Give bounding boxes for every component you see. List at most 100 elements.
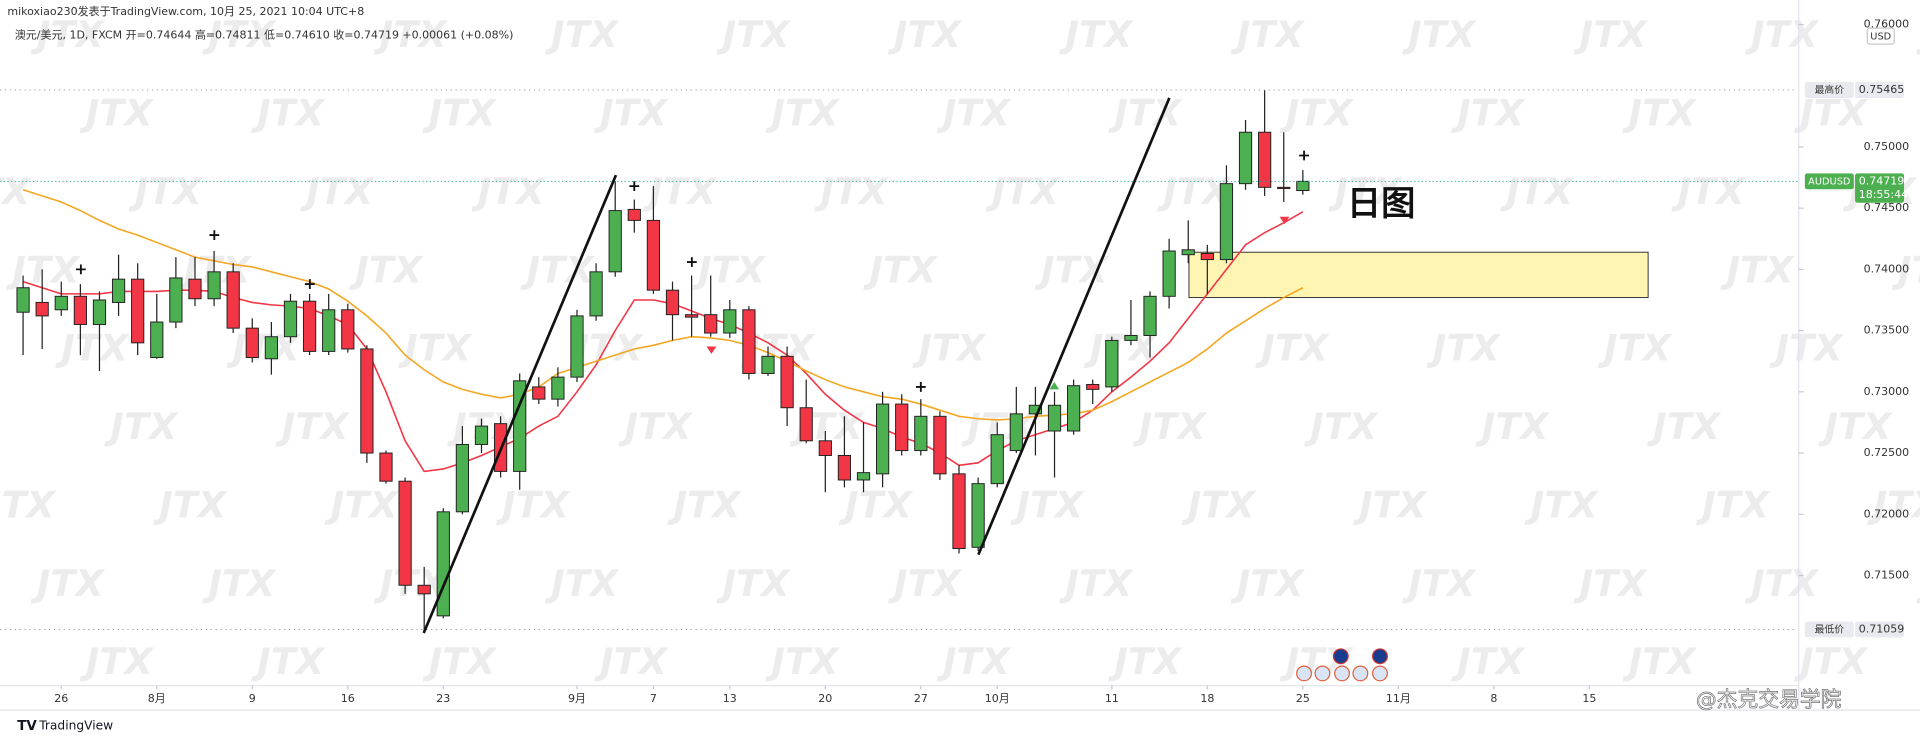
candle-body (436, 511, 450, 617)
price-name: AUDUSD (1808, 176, 1850, 187)
watermark: JTX (764, 640, 840, 683)
event-icons (1296, 648, 1388, 682)
watermark: JTX (666, 483, 742, 526)
watermark: JTX (1230, 13, 1306, 56)
x-tick-label: 8月 (148, 692, 166, 705)
candle-body (723, 309, 737, 334)
watermark: JTX (128, 170, 204, 213)
watermark: JTX (1303, 405, 1379, 448)
candle-body (188, 278, 202, 300)
watermark: JTX (348, 248, 424, 291)
brand-logo: TV (17, 719, 37, 734)
watermark: JTX (887, 13, 963, 56)
candle-body (398, 480, 412, 586)
candle-body (990, 434, 1004, 485)
candle-body (876, 403, 890, 475)
candle-body (1086, 383, 1100, 390)
publisher: mikoxiao230发表于TradingView.com, 10月 25, 2… (7, 4, 364, 18)
watermark: JTX (152, 483, 228, 526)
y-tick-label: 0.74000 (1864, 262, 1910, 275)
candle-body (1181, 249, 1195, 256)
watermark: JTX (1817, 405, 1893, 448)
watermark: JTX (1671, 170, 1747, 213)
watermark: JTX (299, 170, 375, 213)
watermark: JTX (1499, 170, 1575, 213)
candle-body (16, 287, 30, 313)
candle-body (818, 440, 832, 456)
candle-body (1258, 131, 1272, 188)
price-value: 0.75465 (1859, 83, 1905, 96)
cross-marker (75, 150, 1309, 392)
x-tick-label: 11 (1105, 692, 1119, 705)
watermark: JTX (422, 92, 498, 135)
x-tick-label: 18 (1200, 692, 1214, 705)
event-icon (1334, 665, 1350, 682)
watermark: JTX (642, 170, 718, 213)
watermark: JTX (1475, 405, 1551, 448)
x-tick-label: 8 (1490, 692, 1497, 705)
candle-body (780, 355, 794, 409)
symbol-line: 澳元/美元, 1D, FXCM 开=0.74644 高=0.74811 低=0.… (15, 28, 514, 42)
y-tick-label: 0.73000 (1864, 385, 1910, 398)
candle-body (704, 314, 718, 334)
price-value: 0.74719 (1859, 174, 1905, 187)
trend-line (977, 97, 1171, 556)
candle-body (226, 271, 240, 329)
event-icon (1372, 648, 1388, 665)
watermark: JTX (1058, 13, 1134, 56)
watermark: JTX (862, 248, 938, 291)
watermark: JTX (1279, 92, 1355, 135)
candle-body (1143, 295, 1157, 336)
x-tick-label: 27 (914, 692, 928, 705)
candle-body (608, 210, 622, 273)
candle-body (914, 415, 928, 452)
candle-body (169, 277, 183, 323)
x-tick-label: 25 (1296, 692, 1310, 705)
watermark: JTX (30, 562, 106, 605)
watermark: JTX (495, 483, 571, 526)
watermark: JTX (1622, 640, 1698, 683)
candle-body (627, 208, 641, 221)
candle-body (283, 300, 298, 338)
watermark: JTX (1695, 483, 1771, 526)
watermarks: JTX JTX JTX JTX JTX JTX JTX JTX JTX JTX JTX JTX JTX J… (0, 13, 1920, 683)
candle-body (952, 473, 966, 550)
x-tick-label: 13 (723, 692, 737, 705)
trend-line (422, 174, 618, 634)
watermark: JTX (250, 640, 326, 683)
candle-body (1028, 404, 1043, 415)
watermark: JTX (618, 405, 694, 448)
x-tick-label: 10月 (985, 692, 1010, 705)
watermark: JTX (911, 327, 987, 370)
candle-body (131, 278, 145, 344)
watermark: JTX (5, 248, 81, 291)
candle-body (513, 380, 527, 472)
watermark: JTX (1132, 405, 1208, 448)
watermark: JTX (0, 483, 57, 526)
watermark: JTX (1426, 327, 1502, 370)
watermark: JTX (471, 170, 547, 213)
watermark: JTX (54, 327, 130, 370)
watermark: JTX (1401, 13, 1477, 56)
drawings (75, 97, 1388, 682)
watermark: JTX (79, 92, 155, 135)
buy-marker (1049, 382, 1060, 390)
candle-body (551, 376, 565, 400)
credit: @杰克交易学院 (1696, 687, 1842, 711)
watermark: JTX (985, 170, 1061, 213)
brand: TradingView (38, 719, 113, 733)
watermark: JTX (397, 327, 473, 370)
candle-body (684, 314, 699, 318)
x-tick-label: 16 (341, 692, 355, 705)
candle-body (455, 443, 470, 513)
watermark: JTX (275, 405, 351, 448)
watermark: JTX (1352, 483, 1428, 526)
watermark: JTX (201, 13, 277, 56)
watermark: JTX (1597, 327, 1673, 370)
candle-body (302, 300, 317, 352)
y-tick-label: 0.76000 (1864, 17, 1910, 30)
watermark: JTX (1254, 327, 1330, 370)
watermark: JTX (1401, 562, 1477, 605)
